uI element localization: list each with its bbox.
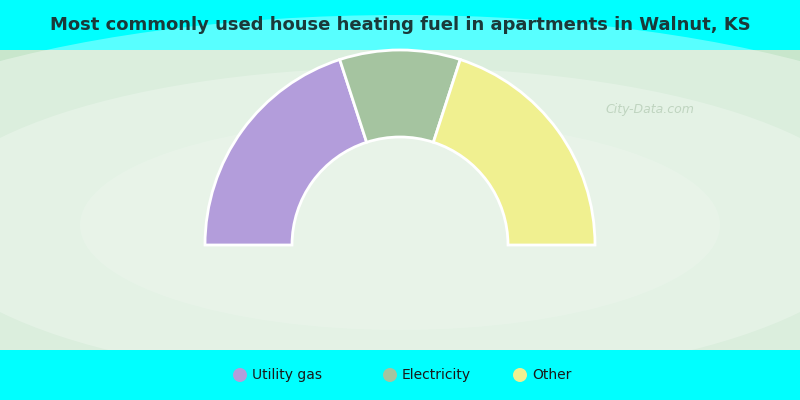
Wedge shape xyxy=(205,60,366,245)
Wedge shape xyxy=(434,60,595,245)
Text: Electricity: Electricity xyxy=(402,368,471,382)
Wedge shape xyxy=(340,50,460,142)
Text: City-Data.com: City-Data.com xyxy=(606,104,694,116)
Ellipse shape xyxy=(383,368,397,382)
Bar xyxy=(0,0,800,50)
Bar xyxy=(0,50,800,400)
Text: Most commonly used house heating fuel in apartments in Walnut, KS: Most commonly used house heating fuel in… xyxy=(50,16,750,34)
Text: Utility gas: Utility gas xyxy=(252,368,322,382)
Ellipse shape xyxy=(0,68,800,382)
Text: Other: Other xyxy=(532,368,571,382)
Ellipse shape xyxy=(80,120,720,330)
Bar xyxy=(0,350,800,400)
Ellipse shape xyxy=(0,15,800,400)
Ellipse shape xyxy=(233,368,247,382)
Ellipse shape xyxy=(513,368,527,382)
